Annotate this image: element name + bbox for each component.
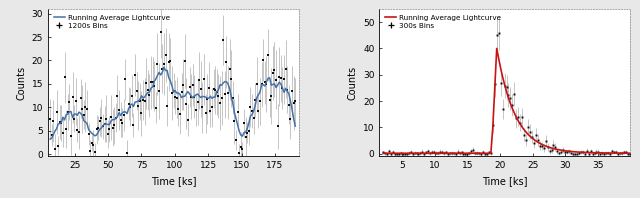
- Legend: Running Average Lightcurve, 1200s Bins: Running Average Lightcurve, 1200s Bins: [52, 12, 172, 31]
- X-axis label: Time [ks]: Time [ks]: [482, 176, 527, 186]
- X-axis label: Time [ks]: Time [ks]: [151, 176, 196, 186]
- Y-axis label: Counts: Counts: [16, 66, 26, 100]
- Y-axis label: Counts: Counts: [348, 66, 358, 100]
- Legend: Running Average Lightcurve, 300s Bins: Running Average Lightcurve, 300s Bins: [383, 12, 503, 31]
